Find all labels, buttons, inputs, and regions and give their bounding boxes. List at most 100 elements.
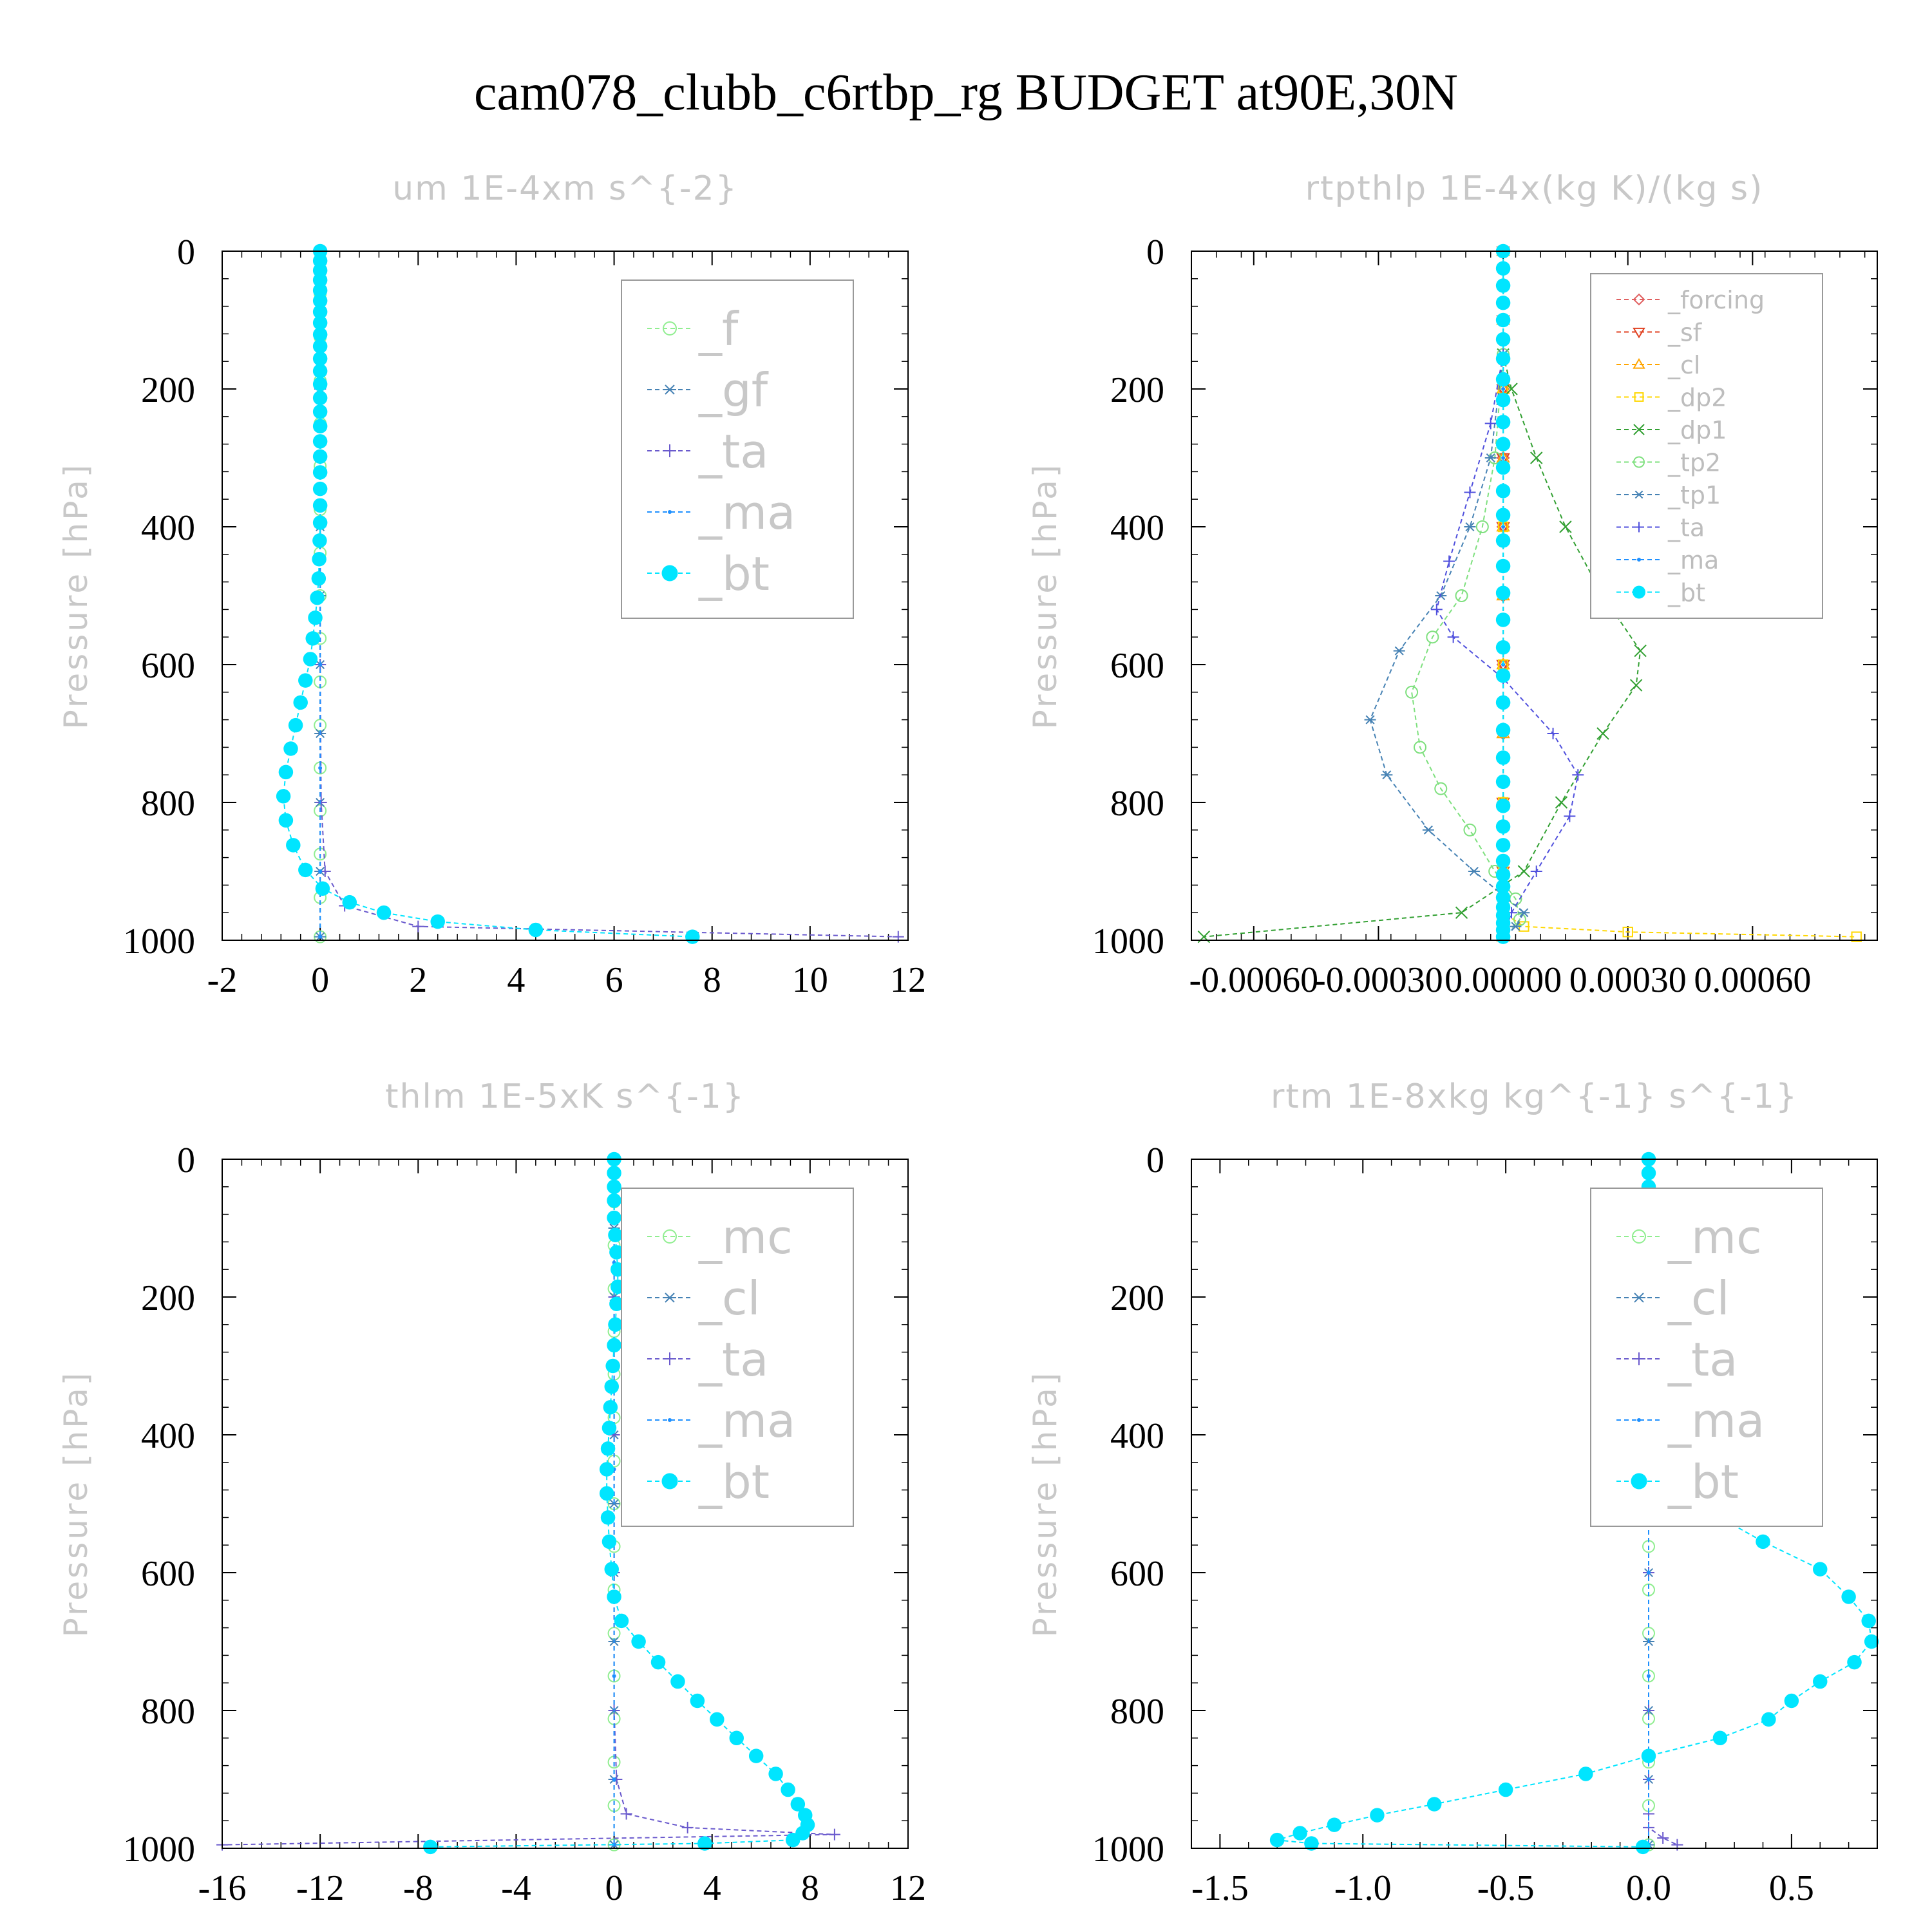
legend-swatch-marker (668, 1418, 672, 1422)
data-point (315, 797, 327, 808)
data-point (605, 1358, 620, 1374)
legend-label: _dp2 (1667, 384, 1727, 412)
data-point (312, 449, 328, 464)
legend-swatch-marker (661, 1473, 678, 1490)
legend-entry: _dp1 (1616, 416, 1727, 444)
data-point (1513, 913, 1526, 926)
legend-label: _sf (1667, 319, 1703, 347)
data-point (1501, 525, 1506, 529)
data-point (748, 1748, 764, 1763)
data-point (312, 327, 328, 342)
legend-entry: _mc (1616, 1210, 1762, 1264)
legend-swatch-marker (1633, 293, 1645, 306)
x-tick-label: 12 (890, 1868, 926, 1908)
legend-entry: _bt (1616, 1455, 1739, 1509)
data-point (423, 1839, 438, 1855)
legend-entry: _ta (1616, 1332, 1738, 1387)
y-tick-label: 1000 (1092, 922, 1164, 961)
data-point (600, 1510, 616, 1525)
data-point (607, 1166, 621, 1180)
legend-swatch-marker (1637, 558, 1641, 562)
y-tick-label: 1000 (1092, 1830, 1164, 1870)
data-point (312, 419, 328, 434)
data-point (729, 1730, 744, 1746)
data-point (1530, 451, 1543, 464)
legend-entry: _tp1 (1616, 481, 1721, 509)
data-point (1484, 417, 1497, 430)
legend-swatch-marker (661, 565, 678, 582)
data-point (1495, 879, 1511, 894)
legend-entry: _bt (647, 547, 770, 601)
x-tick-label: 0 (605, 1868, 623, 1908)
data-point (1495, 695, 1511, 710)
x-tick-label: -0.5 (1477, 1868, 1535, 1908)
data-point (1455, 589, 1468, 602)
legend-label: _bt (1667, 1455, 1739, 1509)
x-tick-label: 4 (507, 960, 525, 1000)
series-bt (276, 243, 700, 944)
legend-swatch-marker (1634, 392, 1644, 402)
data-point (607, 1338, 621, 1353)
series-bt (1495, 243, 1511, 944)
data-point (318, 766, 323, 770)
x-tick-label: 0.00000 (1444, 960, 1562, 1000)
legend-swatch-marker (663, 384, 676, 395)
x-tick-label: 12 (890, 960, 926, 1000)
data-point (1647, 1571, 1651, 1575)
data-point (1464, 486, 1476, 498)
data-point (1495, 558, 1511, 574)
data-point (1647, 1674, 1651, 1678)
data-point (310, 590, 325, 605)
legend-box (621, 279, 854, 619)
data-point (1495, 723, 1511, 737)
data-point (1634, 644, 1647, 658)
series-tp2 (1405, 348, 1526, 943)
legend-entry: _cl (1616, 351, 1700, 379)
data-point (1851, 931, 1862, 942)
legend-label: _bt (698, 547, 770, 601)
plot-frame (222, 251, 909, 941)
data-point (318, 663, 323, 667)
y-tick-label: 200 (141, 370, 195, 410)
data-point (298, 862, 313, 878)
data-point (1564, 810, 1576, 822)
series-line (1411, 354, 1520, 938)
data-point (1641, 1748, 1656, 1763)
data-point (600, 1441, 616, 1456)
data-point (1495, 799, 1511, 813)
data-point (1501, 456, 1506, 460)
data-point (1596, 727, 1609, 740)
y-tick-label: 800 (1110, 1692, 1164, 1732)
x-tick-label: -12 (296, 1868, 345, 1908)
data-point (276, 789, 291, 804)
series-line (1204, 354, 1642, 938)
legend-swatch-marker (663, 1293, 676, 1303)
panel-title: rtm 1E-8xkg kg^{-1} s^{-1} (1271, 1077, 1798, 1116)
data-point (1495, 296, 1511, 310)
data-point (1495, 853, 1511, 869)
data-point (690, 1693, 705, 1709)
x-tick-label: -0.00030 (1314, 960, 1443, 1000)
x-tick-label: -16 (198, 1868, 247, 1908)
data-point (608, 1317, 623, 1332)
data-point (528, 922, 544, 938)
data-point (1847, 1654, 1862, 1670)
data-point (1464, 522, 1476, 532)
data-point (785, 1832, 800, 1848)
legend-swatch-marker (1633, 358, 1645, 369)
data-point (1622, 926, 1633, 938)
legend-entry: _gf (647, 363, 769, 417)
legend-label: _bt (698, 1455, 770, 1509)
data-point (1841, 1589, 1856, 1604)
y-tick-label: 800 (141, 784, 195, 824)
series-line (222, 1159, 835, 1846)
data-point (312, 552, 327, 567)
y-tick-label: 200 (141, 1278, 195, 1318)
data-point (312, 390, 328, 406)
legend-swatch-marker (663, 444, 676, 457)
x-tick-label: 0.00030 (1569, 960, 1687, 1000)
legend-label: _ta (698, 424, 768, 478)
data-point (1498, 1782, 1513, 1797)
legend-box (1590, 273, 1823, 619)
data-point (308, 610, 323, 625)
